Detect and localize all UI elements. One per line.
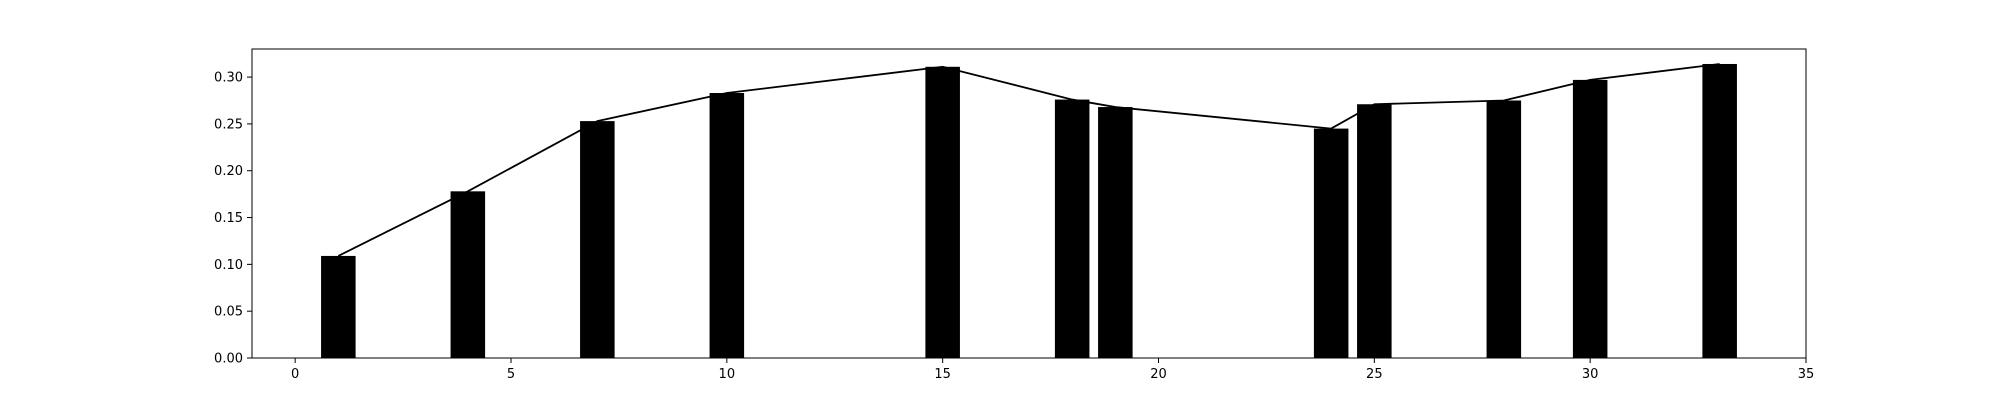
y-axis: 0.00 0.05 0.10 0.15 0.20 0.25 0.30 bbox=[214, 71, 252, 367]
x-tick-label: 5 bbox=[507, 367, 515, 382]
x-tick-label: 0 bbox=[291, 367, 299, 382]
bar bbox=[709, 93, 745, 358]
bar bbox=[450, 191, 486, 358]
x-tick-label: 20 bbox=[1150, 367, 1167, 382]
x-tick-label: 35 bbox=[1798, 367, 1815, 382]
bar bbox=[580, 121, 615, 358]
y-tick-label: 0.00 bbox=[214, 352, 243, 367]
x-tick-label: 25 bbox=[1366, 367, 1383, 382]
bar bbox=[1098, 107, 1133, 359]
y-tick-label: 0.30 bbox=[214, 71, 243, 86]
bar bbox=[1486, 100, 1522, 358]
bars-group bbox=[321, 63, 1737, 359]
bar bbox=[1054, 99, 1090, 359]
bar bbox=[925, 66, 960, 359]
x-tick-label: 30 bbox=[1582, 367, 1599, 382]
bar bbox=[1357, 104, 1392, 358]
bar bbox=[321, 255, 356, 358]
y-tick-label: 0.20 bbox=[214, 164, 243, 179]
y-tick-label: 0.25 bbox=[214, 117, 243, 132]
bar bbox=[1572, 79, 1608, 359]
y-tick-label: 0.05 bbox=[214, 305, 243, 320]
plot-frame bbox=[251, 48, 1807, 359]
y-tick-label: 0.15 bbox=[214, 211, 243, 226]
x-axis: 0 5 10 15 20 25 30 35 bbox=[291, 358, 1814, 382]
y-tick-label: 0.10 bbox=[214, 258, 243, 273]
trend-line bbox=[337, 63, 1720, 257]
bar bbox=[1702, 63, 1737, 359]
x-tick-label: 10 bbox=[719, 367, 736, 382]
bar bbox=[1313, 128, 1349, 358]
x-tick-label: 15 bbox=[934, 367, 951, 382]
